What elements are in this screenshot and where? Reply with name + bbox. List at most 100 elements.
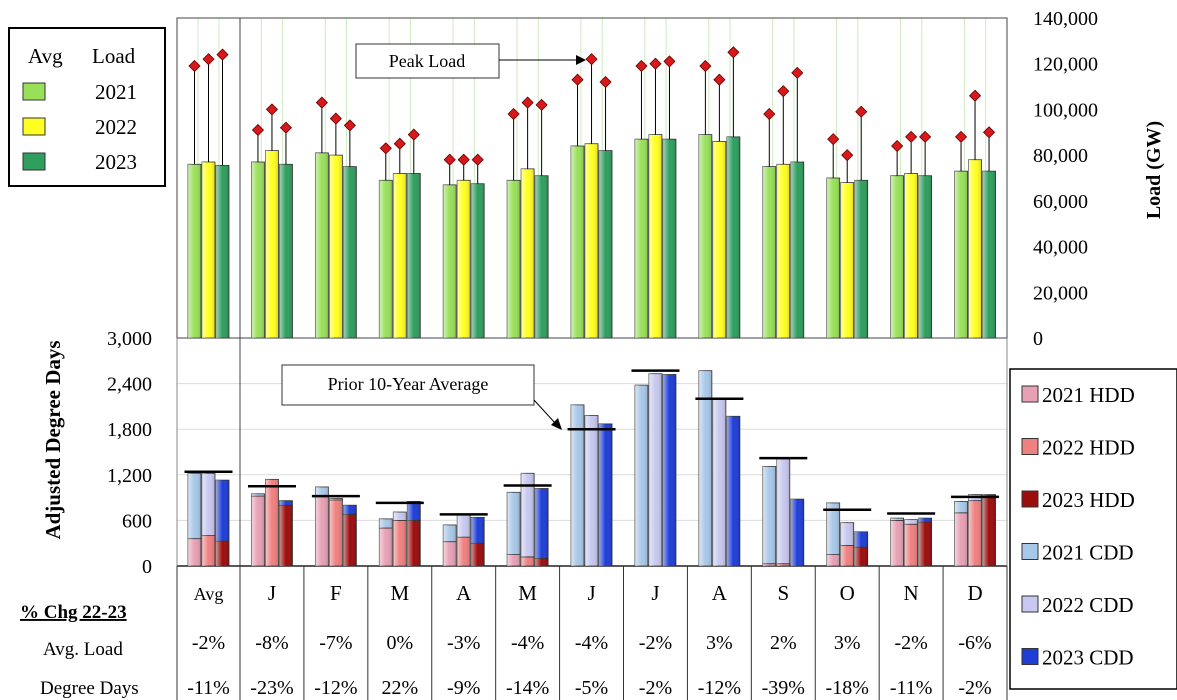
legend-swatch-2023 CDD xyxy=(1021,648,1039,665)
legend-swatch-2021 HDD xyxy=(1021,385,1039,403)
load-axis-tick: 0 xyxy=(1033,328,1043,350)
peak-load-marker xyxy=(571,73,584,86)
load-bar-shade xyxy=(904,173,918,338)
load-bar-shade xyxy=(457,180,471,338)
prior-avg-callout: Prior 10-Year Average xyxy=(328,374,489,394)
cdd-bar-shade xyxy=(507,492,521,555)
legend-swatch-2022 CDD xyxy=(1021,595,1039,613)
cdd-bar-shade xyxy=(202,473,215,536)
avg-load-change: 3% xyxy=(834,632,861,654)
peak-load-callout-box xyxy=(355,43,500,79)
load-axis-title: Load (GW) xyxy=(1143,121,1165,219)
degree-days-axis-tick: 2,400 xyxy=(107,374,152,396)
cdd-bar-shade xyxy=(662,374,676,566)
load-bar-shade xyxy=(712,141,726,338)
cdd-bar-shade xyxy=(393,512,407,521)
prior-avg-arrowhead xyxy=(551,418,562,430)
cdd-bar-shade xyxy=(521,473,535,557)
legend-swatch-2023 HDD xyxy=(1021,490,1039,508)
avg-load-change: 0% xyxy=(386,632,413,654)
load-bar-shade xyxy=(968,159,982,338)
axis-labels: 0 20,000 40,000 60,000 80,000 100,000 120,000 1… xyxy=(41,8,1165,578)
hdd-bar-shade xyxy=(840,545,854,566)
table-header: % Chg 22-23 xyxy=(20,602,127,623)
peak-load-marker xyxy=(265,103,279,116)
hdd-bar-shade xyxy=(188,538,201,566)
month-label: M xyxy=(390,581,409,605)
avg-load-change: -4% xyxy=(575,632,608,654)
load-bar-shade xyxy=(315,152,329,338)
peak-load-marker xyxy=(188,59,201,73)
cdd-bar-shade xyxy=(648,373,662,566)
hdd-bar-shade xyxy=(904,524,918,566)
cdd-bar-shade xyxy=(407,501,421,521)
degree-days-change: -18% xyxy=(826,677,869,699)
peak-load-marker xyxy=(393,137,406,150)
cdd-bar-shade xyxy=(698,370,712,566)
load-axis-tick: 20,000 xyxy=(1033,282,1088,304)
degree-days-axis-title: Adjusted Degree Days xyxy=(41,340,65,539)
hdd-bar-shade xyxy=(393,520,407,566)
load-bar-shade xyxy=(571,146,585,338)
load-bar-shade xyxy=(762,166,776,338)
hdd-bar-shade xyxy=(265,479,279,566)
load-bar-shade xyxy=(918,175,932,338)
month-label: J xyxy=(268,581,276,605)
peak-load-marker xyxy=(535,98,548,111)
cdd-bar-shade xyxy=(379,518,393,528)
cdd-bar-shade xyxy=(840,522,854,546)
pct-change-table: Avg -2% -11% J -8% -23% F -7% -12% M 0% 22% A -3% -9% M… xyxy=(20,566,1008,700)
month-label: A xyxy=(712,581,728,605)
degree-days-change: 22% xyxy=(381,677,418,699)
peak-load-marker xyxy=(585,53,598,66)
cdd-bar-shade xyxy=(918,518,932,522)
load-bar-shade xyxy=(648,134,662,338)
load-legend-title: Avg xyxy=(28,44,63,68)
hdd-bar-shade xyxy=(521,556,535,566)
peak-load-marker xyxy=(457,153,470,166)
avg-load-change: -4% xyxy=(511,632,544,654)
month-label: O xyxy=(840,581,855,605)
load-axis-tick: 40,000 xyxy=(1033,237,1088,259)
load-bar-shade xyxy=(535,175,549,338)
month-label: J xyxy=(587,581,595,605)
cdd-bar-shade xyxy=(188,473,201,539)
load-bar-shade xyxy=(393,173,407,338)
load-bar-shade xyxy=(634,139,648,338)
hdd-bar-shade xyxy=(854,547,868,566)
legend-label: 2021 HDD xyxy=(1042,383,1135,407)
legend-label: 2021 xyxy=(95,80,137,104)
annotations: Peak Load Prior 10-Year Average xyxy=(281,43,586,430)
hdd-bar-shade xyxy=(535,558,549,566)
peak-load-marker xyxy=(699,59,712,73)
degree-days-axis-tick: 600 xyxy=(122,510,152,532)
legend-swatch-2022 HDD xyxy=(1021,438,1039,455)
avg-load-row-label: Avg. Load xyxy=(43,639,123,660)
hdd-bar-shade xyxy=(315,496,329,566)
legend-label: 2022 xyxy=(95,115,137,139)
legend-label: 2023 xyxy=(95,150,137,174)
load-bar-shade xyxy=(202,162,215,338)
hdd-bar-shade xyxy=(251,496,265,566)
cdd-bar-shade xyxy=(599,423,613,566)
load-bar-shade xyxy=(265,150,279,338)
month-label: F xyxy=(330,581,342,605)
hdd-bar-shade xyxy=(216,540,229,566)
avg-load-change: -8% xyxy=(255,632,288,654)
hdd-bar-shade xyxy=(762,563,776,566)
cdd-bar-shade xyxy=(726,416,740,566)
legend-label: 2022 HDD xyxy=(1042,436,1135,460)
hdd-bar-shade xyxy=(507,554,521,566)
cdd-bar-shade xyxy=(585,415,599,566)
cdd-bar-shade xyxy=(826,502,840,555)
peak-load-marker xyxy=(379,142,392,155)
cdd-bar-shade xyxy=(571,404,585,566)
load-bar-shade xyxy=(407,173,421,338)
peak-load-arrowhead xyxy=(576,55,586,65)
peak-load-marker xyxy=(727,46,740,59)
peak-load-marker xyxy=(471,153,484,166)
hdd-bar-shade xyxy=(954,512,968,566)
cdd-bar-shade xyxy=(471,517,485,544)
cdd-bar-shade xyxy=(457,514,471,538)
